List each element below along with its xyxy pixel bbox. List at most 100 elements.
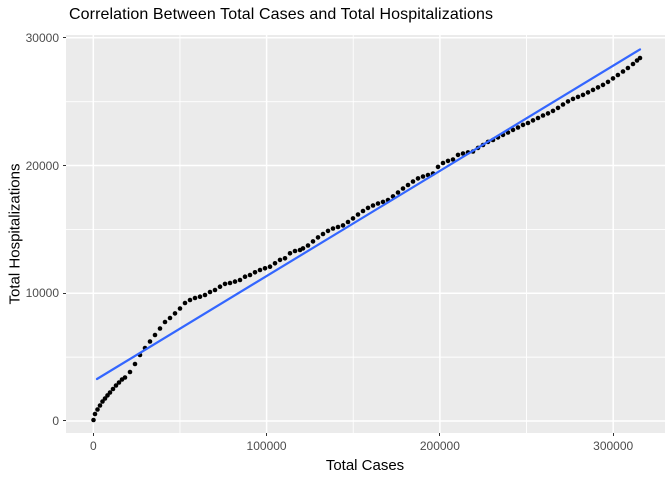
scatter-point [277, 257, 283, 263]
scatter-point [355, 212, 361, 217]
scatter-point [147, 339, 153, 344]
scatter-point [116, 380, 122, 385]
scatter-point [222, 281, 228, 287]
y-axis-title: Total Hospitalizations [6, 163, 24, 305]
scatter-point [227, 280, 233, 286]
scatter-point [630, 61, 636, 67]
scatter-point [272, 261, 278, 266]
scatter-point [207, 289, 213, 295]
scatter-point [110, 386, 116, 392]
scatter-point [345, 219, 351, 225]
scatter-point [262, 266, 268, 271]
scatter-point [525, 120, 531, 126]
x-tick-mark [612, 433, 614, 436]
y-tick-label: 30000 [25, 30, 59, 45]
scatter-point [605, 79, 611, 85]
scatter-point [375, 201, 381, 206]
scatter-point [247, 272, 253, 278]
scatter-point [192, 295, 198, 301]
scatter-point [330, 226, 336, 231]
scatter-point [300, 246, 306, 251]
scatter-point [267, 264, 273, 269]
scatter-point [242, 274, 248, 279]
scatter-point [590, 87, 596, 93]
scatter-point [257, 267, 263, 273]
scatter-point [380, 199, 386, 205]
scatter-point [575, 94, 581, 100]
scatter-point [400, 186, 406, 191]
scatter-point [420, 174, 426, 179]
scatter-point [237, 277, 243, 283]
scatter-point [167, 315, 173, 321]
scatter-point [335, 224, 341, 230]
scatter-point [395, 190, 401, 195]
scatter-point [315, 235, 321, 240]
scatter-point [445, 158, 451, 164]
scatter-point [325, 228, 331, 234]
regression-line [95, 48, 642, 381]
scatter-point [102, 396, 108, 401]
scatter-point [455, 152, 461, 158]
scatter-point [157, 326, 163, 331]
scatter-point [292, 248, 298, 254]
scatter-point [132, 361, 138, 367]
scatter-point [97, 403, 103, 408]
scatter-point [540, 113, 546, 118]
scatter-point [113, 383, 119, 388]
scatter-point [305, 243, 311, 248]
scatter-point [127, 369, 133, 375]
y-tick-mark [63, 165, 66, 167]
scatter-point [405, 182, 411, 188]
scatter-point [310, 239, 316, 244]
scatter-point [217, 284, 223, 289]
scatter-point [287, 251, 293, 256]
plot-canvas [66, 35, 665, 433]
scatter-point [580, 92, 586, 98]
scatter-point [410, 179, 416, 184]
scatter-point [585, 90, 591, 95]
scatter-point [530, 118, 536, 123]
scatter-point [232, 279, 238, 284]
scatter-point [152, 332, 158, 338]
scatter-point [555, 105, 561, 111]
scatter-point [610, 76, 616, 81]
chart-title: Correlation Between Total Cases and Tota… [69, 6, 494, 23]
y-tick-mark [63, 420, 66, 422]
scatter-point [340, 223, 346, 228]
scatter-point [95, 407, 100, 412]
scatter-point [545, 111, 551, 116]
scatter-point [91, 417, 96, 423]
scatter-point [440, 160, 446, 166]
scatter-point [107, 390, 113, 395]
scatter-point [637, 55, 643, 61]
scatter-point [550, 108, 556, 114]
scatter-point [320, 231, 326, 237]
scatter-point [282, 256, 288, 261]
scatter-point [197, 294, 203, 300]
x-tick-label: 0 [89, 439, 97, 453]
x-tick-label: 100000 [246, 439, 287, 453]
scatter-point [252, 270, 258, 275]
scatter-point [565, 99, 571, 104]
scatter-point [415, 176, 421, 181]
scatter-point [510, 127, 516, 133]
scatter-point [177, 306, 183, 311]
scatter-point [460, 151, 466, 156]
scatter-point [535, 115, 541, 121]
scatter-point [520, 122, 526, 128]
scatter-point [122, 375, 128, 380]
x-tick-label: 300000 [593, 439, 634, 453]
y-tick-mark [63, 37, 66, 39]
scatter-point [570, 96, 576, 102]
y-tick-label: 0 [52, 413, 59, 428]
scatter-point [450, 157, 456, 162]
scatter-point [435, 164, 441, 170]
scatter-point [350, 216, 356, 221]
x-tick-mark [92, 433, 94, 436]
scatter-point [615, 72, 621, 78]
x-tick-mark [266, 433, 268, 436]
scatter-point [620, 69, 626, 74]
scatter-point [212, 287, 218, 293]
x-axis-title: Total Cases [325, 457, 405, 474]
